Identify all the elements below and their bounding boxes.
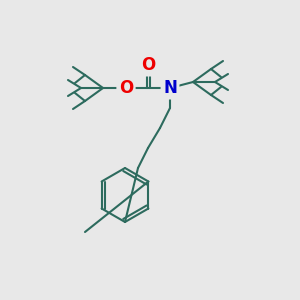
Text: O: O: [141, 56, 155, 74]
Text: N: N: [163, 79, 177, 97]
Text: O: O: [119, 79, 133, 97]
